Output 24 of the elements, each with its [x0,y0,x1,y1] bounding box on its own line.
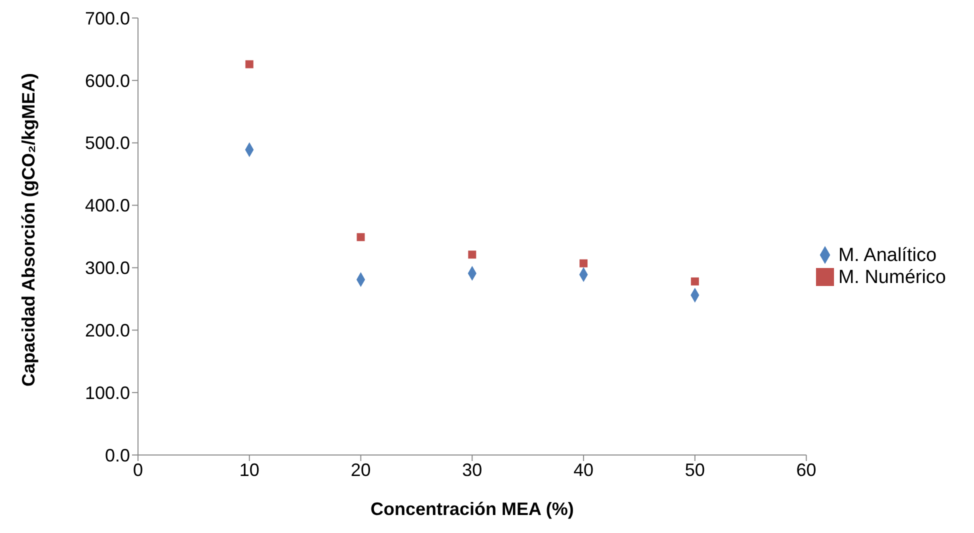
legend-label: M. Numérico [838,266,946,288]
x-tick-label: 10 [239,460,260,480]
y-tick-label: 500.0 [84,133,130,154]
y-tick-label: 100.0 [84,382,130,403]
point [468,250,476,259]
y-tick-label: 600.0 [84,70,130,91]
legend-label: M. Analítico [838,244,937,266]
x-tick-label: 20 [350,460,371,480]
point [245,60,254,68]
y-tick-label: 200.0 [84,320,130,341]
point [580,259,588,268]
y-tick-label: 0.0 [104,445,130,466]
x-axis-title: Concentración MEA (%) [370,499,574,519]
x-tick-label: 0 [132,460,144,480]
y-tick-label: 300.0 [84,258,130,278]
y-tick-label: 400.0 [84,196,130,216]
point [690,277,699,286]
y-tick-label: 700.0 [84,8,130,28]
y-axis-title: Capacidad Absorción (gCO₂/kgMEA) [18,73,38,386]
x-tick-label: 50 [684,460,705,480]
point [356,233,365,242]
x-tick-label: 60 [796,460,816,480]
x-tick-label: 30 [462,460,482,480]
x-tick-label: 40 [574,460,594,480]
